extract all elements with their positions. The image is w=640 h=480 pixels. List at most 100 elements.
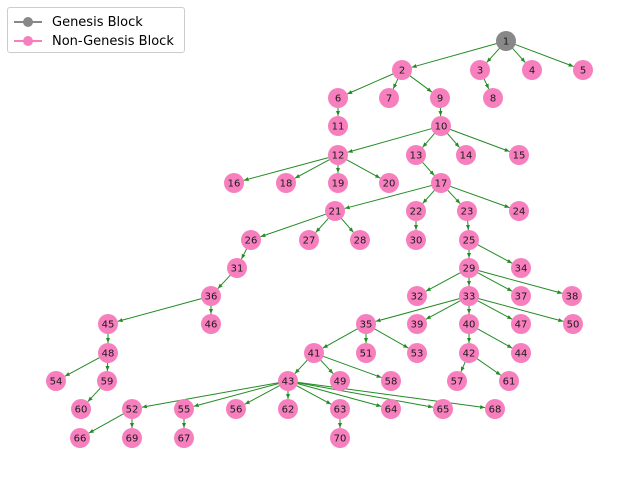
block-label: 69 (126, 434, 139, 445)
block-node-44: 44 (511, 343, 531, 363)
block-node-53: 53 (407, 343, 427, 363)
block-label: 12 (332, 151, 345, 162)
block-node-10: 10 (431, 116, 451, 136)
block-circle (483, 88, 503, 108)
block-label: 66 (74, 434, 87, 445)
edge-10-14 (446, 132, 460, 148)
block-circle (406, 230, 426, 250)
edge-1-2 (411, 42, 498, 68)
block-label: 45 (102, 320, 115, 331)
block-label: 6 (335, 94, 341, 105)
block-node-13: 13 (406, 145, 426, 165)
block-label: 40 (463, 320, 476, 331)
block-node-61: 61 (499, 371, 519, 391)
block-label: 35 (360, 320, 373, 331)
block-node-52: 52 (122, 399, 142, 419)
edge-1-3 (486, 47, 501, 63)
block-circle (379, 88, 399, 108)
block-circle (407, 343, 427, 363)
edge-33-35 (375, 297, 461, 322)
block-node-4: 4 (522, 60, 542, 80)
block-label: 67 (178, 434, 191, 445)
edge-43-52 (141, 382, 280, 409)
edge-17-23 (446, 189, 461, 205)
edge-41-58 (322, 355, 382, 379)
block-node-5: 5 (573, 60, 593, 80)
edge-33-50 (477, 297, 564, 323)
block-circle (241, 230, 261, 250)
block-node-54: 54 (46, 371, 66, 391)
block-node-26: 26 (241, 230, 261, 250)
block-node-25: 25 (459, 230, 479, 250)
legend: Genesis Block Non-Genesis Block (7, 7, 185, 53)
block-node-34: 34 (511, 258, 531, 278)
edge-43-56 (244, 384, 281, 405)
block-node-57: 57 (447, 371, 467, 391)
block-circle (457, 201, 477, 221)
block-label: 54 (50, 377, 63, 388)
block-label: 68 (489, 405, 502, 416)
block-label: 27 (303, 236, 316, 247)
block-circle (509, 145, 529, 165)
edge-41-49 (319, 359, 334, 375)
block-node-65: 65 (433, 399, 453, 419)
block-label: 7 (386, 94, 392, 105)
block-node-30: 30 (406, 230, 426, 250)
edge-12-20 (345, 158, 381, 179)
edge-31-36 (217, 274, 232, 290)
block-label: 15 (513, 151, 526, 162)
block-label: 10 (435, 122, 448, 133)
block-node-3: 3 (470, 60, 490, 80)
block-circle (459, 314, 479, 334)
block-circle (71, 399, 91, 419)
block-label: 11 (332, 122, 345, 133)
edge-17-24 (449, 185, 510, 209)
block-node-19: 19 (328, 173, 348, 193)
edge-2-7 (392, 77, 399, 90)
block-node-60: 60 (71, 399, 91, 419)
block-node-23: 23 (457, 201, 477, 221)
block-node-27: 27 (299, 230, 319, 250)
block-circle (511, 314, 531, 334)
block-circle (98, 314, 118, 334)
block-label: 57 (451, 377, 464, 388)
edge-17-21 (344, 184, 433, 210)
block-circle (499, 371, 519, 391)
block-label: 62 (282, 405, 295, 416)
block-circle (304, 343, 324, 363)
edge-29-37 (476, 271, 513, 292)
block-circle (328, 145, 348, 165)
block-label: 25 (463, 236, 476, 247)
edge-43-68 (296, 381, 486, 409)
block-node-9: 9 (430, 88, 450, 108)
block-node-2: 2 (392, 60, 412, 80)
edge-33-47 (476, 299, 513, 320)
block-label: 5 (580, 66, 586, 77)
block-circle (350, 230, 370, 250)
edge-40-44 (476, 327, 513, 349)
edge-29-32 (425, 271, 462, 292)
block-circle (459, 286, 479, 306)
block-circle (470, 60, 490, 80)
block-circle (356, 314, 376, 334)
block-node-7: 7 (379, 88, 399, 108)
block-node-38: 38 (562, 286, 582, 306)
block-label: 65 (437, 405, 450, 416)
block-circle (573, 60, 593, 80)
block-circle (447, 371, 467, 391)
block-label: 1 (503, 37, 509, 48)
block-node-8: 8 (483, 88, 503, 108)
block-node-22: 22 (406, 201, 426, 221)
block-circle (224, 173, 244, 193)
block-circle (392, 60, 412, 80)
block-label: 60 (75, 405, 88, 416)
block-label: 21 (329, 207, 342, 218)
block-node-20: 20 (379, 173, 399, 193)
block-circle (328, 88, 348, 108)
block-label: 18 (280, 179, 293, 190)
block-circle (379, 173, 399, 193)
block-circle (381, 399, 401, 419)
block-node-40: 40 (459, 314, 479, 334)
